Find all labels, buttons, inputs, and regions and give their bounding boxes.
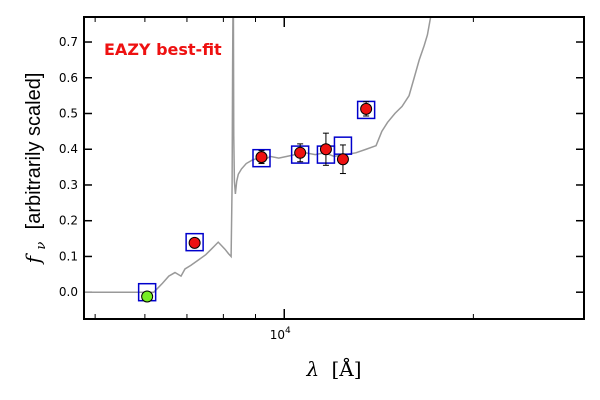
plot-frame [83,16,585,320]
chart-annotation: EAZY best-fit [104,40,222,59]
x-tick-label-exponent: 4 [285,326,291,336]
y-tick-label: 0.6 [59,71,78,85]
observed-point [255,151,268,164]
observed-point [294,146,307,159]
y-axis-label: f ν [arbitrarily scaled] [21,73,50,266]
y-axis-ticks: 0.0 0.1 0.2 0.3 0.4 0.5 0.6 0.7 [59,35,584,299]
observed-point [319,143,332,156]
observed-photometry-points [141,101,373,303]
model-photometry-square [185,232,204,252]
observed-point [336,153,349,166]
x-tick-label-base: 10 [270,328,285,342]
y-axis-label-symbol: f [21,252,45,265]
nondetection-point [141,290,154,303]
x-axis-label: λ [Å] [305,356,361,381]
y-tick-label: 0.1 [59,249,78,263]
model-sed-curve [84,17,432,293]
y-tick-label: 0.5 [59,106,78,120]
y-axis-label-subscript: ν [34,242,49,250]
svg-text:λ [Å]: λ [Å] [305,356,361,381]
x-axis-label-unit: [Å] [331,356,361,381]
y-tick-label: 0.3 [59,178,78,192]
model-photometry-markers [137,100,376,302]
y-tick-label: 0.2 [59,214,78,228]
observed-point [188,236,201,249]
y-axis-label-text: [arbitrarily scaled] [23,73,45,230]
y-tick-label: 0.7 [59,35,78,49]
y-tick-label: 0.4 [59,142,78,156]
x-axis-label-symbol: λ [305,357,319,381]
svg-text:f ν [arbitrarily s: f ν [arbitrarily scaled] [21,73,50,266]
model-photometry-square [252,148,271,168]
observed-point [360,102,373,115]
y-tick-label: 0.0 [59,285,78,299]
x-tick-label: 104 [270,326,291,342]
x-axis-ticks: 104 [94,17,474,342]
